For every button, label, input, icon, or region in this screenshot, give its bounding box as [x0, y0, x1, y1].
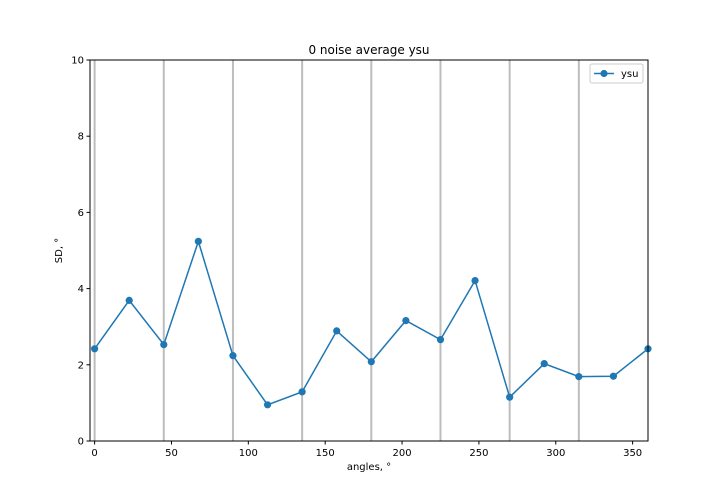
- data-point: [609, 372, 618, 380]
- x-tick-label: 200: [393, 448, 412, 459]
- y-tick-label: 6: [78, 208, 84, 219]
- y-tick-label: 8: [78, 132, 84, 143]
- x-tick-label: 250: [469, 448, 488, 459]
- y-tick-label: 2: [78, 360, 84, 371]
- x-tick-label: 50: [165, 448, 178, 459]
- legend-box: [589, 63, 644, 84]
- chart-title: 0 noise average ysu: [308, 43, 429, 57]
- data-point: [436, 336, 445, 344]
- data-point: [160, 341, 168, 349]
- x-tick-label: 300: [546, 448, 565, 459]
- data-point: [575, 373, 583, 381]
- data-point: [263, 401, 272, 409]
- data-point: [333, 327, 341, 335]
- data-point: [471, 276, 479, 285]
- data-point: [229, 352, 237, 360]
- legend: ysu: [589, 63, 644, 84]
- plot-area-frame: [89, 59, 649, 442]
- x-axis-title: angles, °: [347, 462, 391, 473]
- y-axis-title: SD, °: [54, 238, 65, 263]
- x-axis-ticks: 0 50 100 150 200 250 300 350: [91, 441, 642, 459]
- data-point: [194, 237, 202, 245]
- legend-marker-swatch: [600, 69, 608, 78]
- x-tick-label: 150: [316, 448, 335, 459]
- data-point: [125, 296, 133, 305]
- y-tick-label: 0: [78, 437, 84, 448]
- y-tick-label: 10: [71, 56, 84, 67]
- data-point: [402, 317, 410, 325]
- data-point: [367, 358, 375, 366]
- y-axis-ticks: 0 2 4 6 8 10: [71, 56, 90, 448]
- legend-label: ysu: [621, 69, 638, 80]
- x-tick-label: 350: [623, 448, 642, 459]
- data-point: [91, 345, 99, 353]
- x-tick-label: 100: [239, 448, 258, 459]
- x-tick-label: 0: [91, 448, 97, 459]
- data-point: [506, 393, 514, 401]
- data-point: [298, 388, 306, 396]
- data-point: [540, 360, 548, 368]
- y-tick-label: 4: [78, 284, 84, 295]
- vertical-reference-lines: [93, 60, 580, 441]
